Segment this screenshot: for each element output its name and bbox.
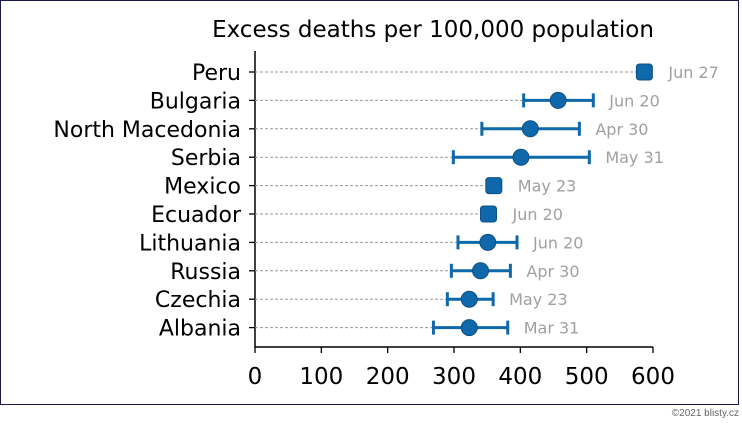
plot-area: 0 100 200 300 400 500 600 Peru Jun 27 Bulgaria Jun…	[53, 51, 719, 390]
y-tick-label: Serbia	[171, 146, 241, 171]
date-label: Apr 30	[526, 262, 579, 281]
data-point	[635, 63, 653, 81]
date-label: Jun 27	[667, 63, 718, 82]
data-point	[549, 91, 567, 109]
chart-frame: Excess deaths per 100,000 population 0 10…	[0, 0, 739, 405]
y-tick-label: Lithuania	[139, 231, 241, 256]
data-point	[460, 290, 478, 308]
y-tick-label: Peru	[192, 61, 241, 86]
copyright-credit: ©2021 blisty.cz	[671, 408, 739, 419]
data-point	[460, 319, 478, 337]
x-tick-label: 500	[565, 364, 609, 390]
data-point	[479, 233, 497, 251]
date-label: Jun 20	[532, 233, 583, 252]
x-tick-label: 300	[432, 364, 476, 390]
date-label: Jun 20	[608, 91, 659, 110]
data-point	[485, 177, 503, 195]
data-point	[479, 205, 497, 223]
data-point	[521, 120, 539, 138]
date-label: Jun 20	[511, 205, 562, 224]
y-tick-label: Albania	[159, 317, 241, 342]
chart-title: Excess deaths per 100,000 population	[212, 17, 654, 43]
x-tick-label: 200	[366, 364, 410, 390]
date-label: Apr 30	[595, 120, 648, 139]
chart: Excess deaths per 100,000 population 0 10…	[53, 17, 719, 390]
date-label: May 23	[509, 290, 568, 309]
data-point	[472, 262, 490, 280]
data-point	[512, 148, 530, 166]
y-tick-label: Ecuador	[151, 203, 242, 228]
x-tick-label: 400	[498, 364, 542, 390]
date-label: May 31	[605, 148, 664, 167]
date-label: Mar 31	[524, 319, 580, 338]
date-label: May 23	[518, 177, 577, 196]
y-tick-label: North Macedonia	[53, 118, 241, 143]
y-tick-label: Mexico	[164, 175, 241, 200]
y-tick-label: Russia	[170, 260, 241, 285]
x-tick-label: 600	[631, 364, 675, 390]
x-tick-label: 0	[248, 364, 263, 390]
y-tick-label: Bulgaria	[150, 89, 241, 114]
y-tick-label: Czechia	[155, 288, 241, 313]
x-tick-label: 100	[299, 364, 343, 390]
